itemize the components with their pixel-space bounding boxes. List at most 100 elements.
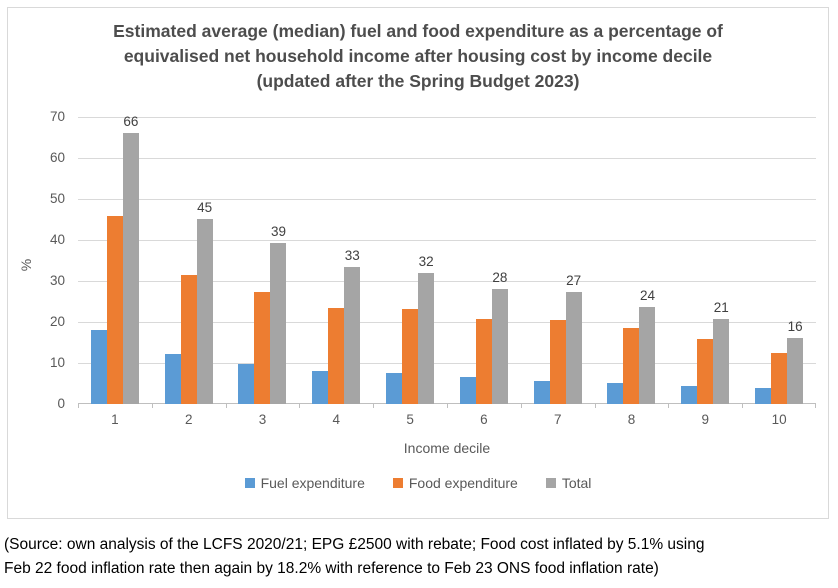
- x-axis-line: [78, 403, 816, 404]
- fuel-expenditure-bar-decile-7: [533, 381, 550, 404]
- data-label-decile-6: 28: [492, 270, 508, 286]
- total-bar-decile-2: [196, 218, 213, 404]
- total-bar-decile-6: [491, 289, 508, 404]
- legend-label: Fuel expenditure: [260, 475, 365, 491]
- bar-group-decile-7: 27: [521, 117, 595, 404]
- fuel-expenditure-bar-decile-1: [90, 330, 107, 404]
- bar-group-decile-3: 39: [226, 117, 300, 404]
- total-bar-decile-8: [639, 306, 656, 404]
- legend-item-fuel-expenditure: Fuel expenditure: [244, 475, 365, 491]
- x-tick-label-6: 6: [480, 412, 488, 427]
- x-axis-title: Income decile: [403, 440, 491, 456]
- y-tick-label-10: 10: [49, 355, 65, 370]
- data-label-decile-4: 33: [344, 248, 360, 264]
- legend: Fuel expenditure Food expenditure Total: [8, 475, 828, 491]
- x-tick-label-3: 3: [258, 412, 267, 427]
- fuel-expenditure-bar-decile-10: [755, 388, 772, 404]
- food-expenditure-bar-decile-5: [402, 309, 419, 404]
- gridline-10: [78, 363, 816, 364]
- data-label-decile-3: 39: [270, 224, 286, 240]
- gridline-70: [78, 117, 816, 118]
- x-axis-tick-mark: [594, 404, 596, 408]
- bar-group-decile-5: 32: [373, 117, 447, 404]
- food-expenditure-bar-decile-9: [697, 338, 714, 404]
- fuel-expenditure-bar-decile-5: [386, 373, 403, 404]
- y-tick-label-60: 60: [49, 150, 65, 165]
- y-axis-tick-labels: 0 10 20 30 40 50 60 70: [34, 109, 72, 411]
- food-expenditure-bar-decile-8: [623, 328, 640, 404]
- food-expenditure-bar-decile-7: [549, 320, 566, 404]
- x-axis-tick-labels: 1 2 3 4 5 6 7 8 9 10: [78, 412, 816, 430]
- bar-group-decile-6: 28: [447, 117, 521, 404]
- food-expenditure-bar-decile-3: [254, 292, 271, 404]
- y-tick-label-50: 50: [49, 191, 65, 206]
- chart-frame: Estimated average (median) fuel and food…: [7, 7, 829, 519]
- x-axis-tick-mark: [373, 404, 375, 408]
- bar-group-decile-4: 33: [299, 117, 373, 404]
- legend-swatch-total: [545, 478, 556, 488]
- data-label-decile-9: 21: [713, 300, 729, 316]
- source-note: (Source: own analysis of the LCFS 2020/2…: [4, 536, 705, 577]
- data-label-decile-5: 32: [418, 253, 434, 269]
- gridline-20: [78, 322, 816, 323]
- x-axis-tick-mark: [742, 404, 744, 408]
- legend-label: Total: [561, 475, 592, 491]
- legend-label: Food expenditure: [408, 475, 518, 491]
- gridline-30: [78, 281, 816, 282]
- x-axis-tick-mark: [520, 404, 522, 408]
- total-bar-decile-7: [565, 292, 582, 404]
- total-bar-decile-5: [418, 272, 435, 404]
- legend-swatch-food-expenditure: [392, 478, 403, 488]
- x-tick-label-7: 7: [553, 412, 562, 427]
- food-expenditure-bar-decile-1: [106, 216, 123, 404]
- food-expenditure-bar-decile-10: [771, 353, 788, 404]
- legend-swatch-fuel-expenditure: [244, 478, 255, 488]
- legend-item-total: Total: [545, 475, 592, 491]
- fuel-expenditure-bar-decile-4: [312, 371, 329, 404]
- data-label-decile-7: 27: [566, 273, 582, 289]
- legend-item-food-expenditure: Food expenditure: [392, 475, 518, 491]
- food-expenditure-bar-decile-4: [328, 308, 345, 404]
- bar-group-decile-2: 45: [152, 117, 226, 404]
- total-bar-decile-9: [713, 319, 730, 404]
- food-expenditure-bar-decile-2: [180, 275, 197, 404]
- y-tick-label-20: 20: [49, 314, 65, 329]
- food-expenditure-bar-decile-6: [475, 318, 492, 404]
- x-tick-label-10: 10: [771, 412, 787, 427]
- fuel-expenditure-bar-decile-2: [164, 354, 181, 404]
- x-tick-label-5: 5: [406, 412, 414, 427]
- data-label-decile-8: 24: [639, 287, 655, 303]
- gridline-60: [78, 158, 816, 159]
- bar-group-decile-1: 66: [78, 114, 152, 404]
- x-tick-label-4: 4: [332, 412, 341, 427]
- plot-area: 66 45 39 33 32 28 27 24 21 16: [78, 114, 816, 408]
- x-axis-tick-mark: [151, 404, 153, 408]
- bar-group-decile-8: 24: [595, 117, 669, 404]
- x-axis-tick-mark: [447, 404, 448, 408]
- x-tick-label-1: 1: [111, 412, 119, 427]
- y-tick-label-30: 30: [49, 273, 65, 288]
- data-label-decile-2: 45: [197, 199, 213, 215]
- x-axis-tick-mark: [299, 404, 301, 408]
- y-tick-label-40: 40: [49, 232, 65, 247]
- y-axis-title: %: [18, 258, 35, 272]
- data-label-decile-10: 16: [787, 319, 803, 335]
- x-axis-tick-mark: [78, 404, 79, 408]
- gridline-40: [78, 240, 816, 241]
- total-bar-decile-3: [270, 243, 287, 404]
- x-tick-label-2: 2: [184, 412, 193, 427]
- data-label-decile-1: 66: [123, 114, 139, 130]
- x-tick-label-9: 9: [701, 412, 710, 427]
- bar-group-decile-10: 16: [742, 117, 816, 404]
- y-tick-label-0: 0: [57, 396, 65, 411]
- fuel-expenditure-bar-decile-6: [459, 376, 476, 404]
- y-tick-label-70: 70: [49, 109, 65, 124]
- x-axis-tick-mark: [815, 404, 816, 408]
- x-axis-tick-mark: [225, 404, 227, 408]
- x-tick-label-8: 8: [627, 412, 636, 427]
- gridline-50: [78, 199, 816, 200]
- bar-group-decile-9: 21: [668, 117, 742, 404]
- total-bar-decile-4: [344, 267, 361, 404]
- fuel-expenditure-bar-decile-3: [238, 363, 255, 404]
